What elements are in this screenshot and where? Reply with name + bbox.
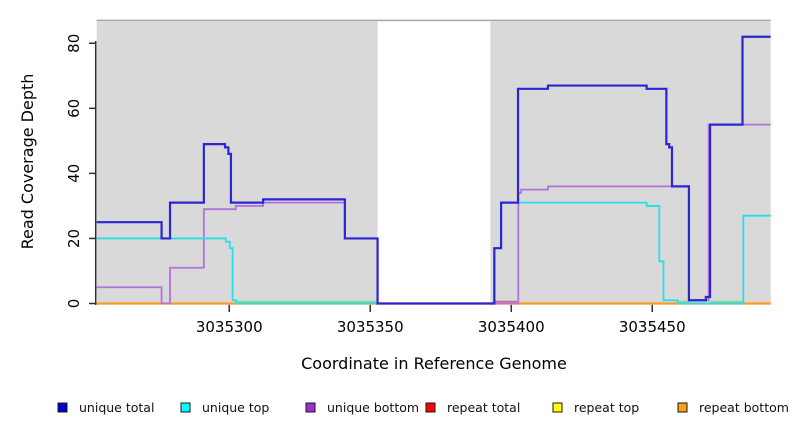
unique-top-swatch-icon	[180, 402, 191, 412]
x-axis-title: Coordinate in Reference Genome	[301, 354, 567, 373]
legend-label-unique-bottom: unique bottom	[327, 399, 420, 415]
repeat-bottom-swatch-icon	[677, 402, 688, 412]
unique-total-swatch-icon	[57, 402, 68, 412]
repeat-total-swatch-icon	[425, 402, 436, 412]
legend-item-repeat-bottom: repeat bottom	[677, 399, 789, 415]
y-tick-label: 60	[65, 99, 83, 118]
x-tick-label: 3035300	[196, 318, 263, 336]
y-tick-label: 20	[65, 229, 83, 248]
x-tick-label: 3035400	[478, 318, 545, 336]
legend-label-repeat-total: repeat total	[447, 399, 521, 415]
legend-item-unique-bottom: unique bottom	[305, 399, 419, 415]
legend-item-repeat-total: repeat total	[425, 399, 520, 415]
y-tick-label: 80	[65, 34, 83, 53]
chart-dynamic-layer: 0 20 40 60 80 3035300 3035350 3035400 3035450	[65, 19, 771, 336]
y-tick-label: 40	[65, 164, 83, 183]
y-axis-title: Read Coverage Depth	[18, 74, 37, 250]
x-tick-label: 3035450	[619, 318, 686, 336]
shading-region	[490, 21, 771, 305]
repeat-top-swatch-icon	[552, 402, 563, 412]
y-tick-label: 0	[65, 299, 83, 309]
legend: unique total unique top unique bottom re…	[0, 399, 792, 419]
shading-region	[96, 21, 378, 305]
legend-item-unique-top: unique top	[180, 399, 269, 415]
legend-label-repeat-bottom: repeat bottom	[699, 399, 789, 415]
legend-item-repeat-top: repeat top	[552, 399, 639, 415]
legend-label-unique-total: unique total	[79, 399, 155, 415]
legend-label-unique-top: unique top	[202, 399, 270, 415]
series-unique-total	[96, 35, 771, 305]
legend-item-unique-total: unique total	[57, 399, 154, 415]
x-tick-label: 3035350	[337, 318, 404, 336]
legend-label-repeat-top: repeat top	[574, 399, 640, 415]
shading-top-border	[96, 19, 771, 22]
unique-bottom-swatch-icon	[305, 402, 316, 412]
